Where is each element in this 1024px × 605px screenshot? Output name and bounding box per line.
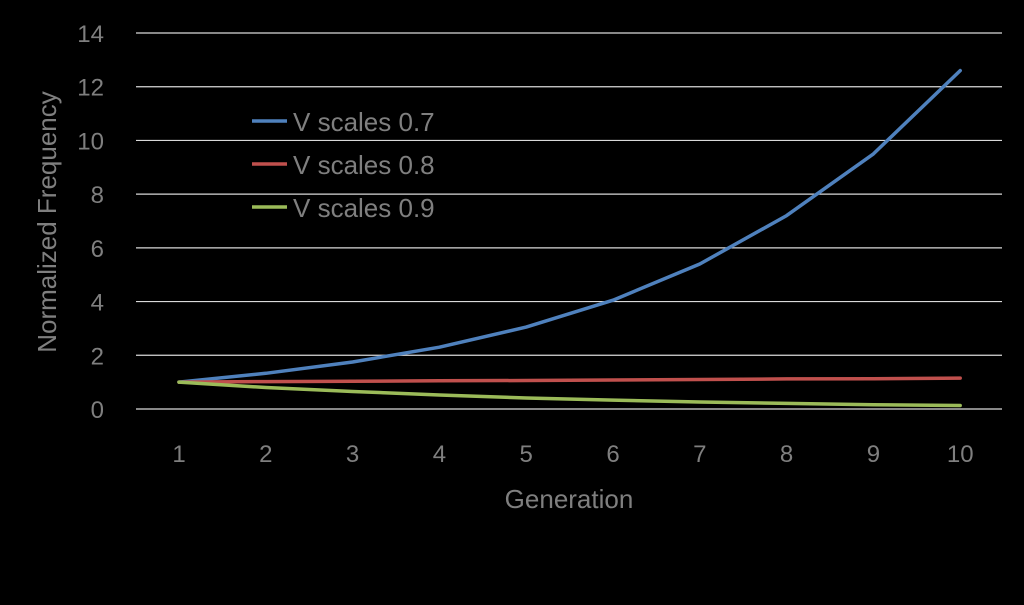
x-tick-label: 9 xyxy=(867,441,880,468)
legend-label: V scales 0.7 xyxy=(293,107,435,137)
legend-label: V scales 0.9 xyxy=(293,193,435,223)
x-tick-label: 3 xyxy=(346,441,359,468)
x-tick-label: 5 xyxy=(520,441,533,468)
x-tick-label: 10 xyxy=(947,441,974,468)
series-line-3 xyxy=(177,380,962,408)
y-tick-label: 10 xyxy=(77,128,104,155)
y-tick-label: 4 xyxy=(91,290,104,317)
series-lines xyxy=(177,68,962,408)
x-axis-ticks: 1 2 3 4 5 6 7 8 9 10 xyxy=(172,441,973,468)
x-tick-label: 2 xyxy=(259,441,272,468)
x-axis-title: Generation xyxy=(505,484,634,514)
x-tick-label: 4 xyxy=(433,441,446,468)
y-tick-label: 14 xyxy=(77,21,104,48)
y-tick-label: 8 xyxy=(91,182,104,209)
y-tick-label: 12 xyxy=(77,75,104,102)
x-tick-label: 8 xyxy=(780,441,793,468)
x-tick-label: 7 xyxy=(693,441,706,468)
y-axis-ticks: 0 2 4 6 8 10 12 14 xyxy=(77,21,104,424)
y-tick-label: 2 xyxy=(91,343,104,370)
gridlines xyxy=(136,32,1002,410)
legend: V scales 0.7 V scales 0.8 V scales 0.9 xyxy=(252,107,435,223)
legend-label: V scales 0.8 xyxy=(293,150,435,180)
x-tick-label: 6 xyxy=(606,441,619,468)
y-tick-label: 6 xyxy=(91,236,104,263)
y-axis-title: Normalized Frequency xyxy=(32,91,62,353)
series-line-1 xyxy=(177,68,962,384)
series-line-2 xyxy=(177,376,962,384)
x-tick-label: 1 xyxy=(172,441,185,468)
y-tick-label: 0 xyxy=(91,397,104,424)
